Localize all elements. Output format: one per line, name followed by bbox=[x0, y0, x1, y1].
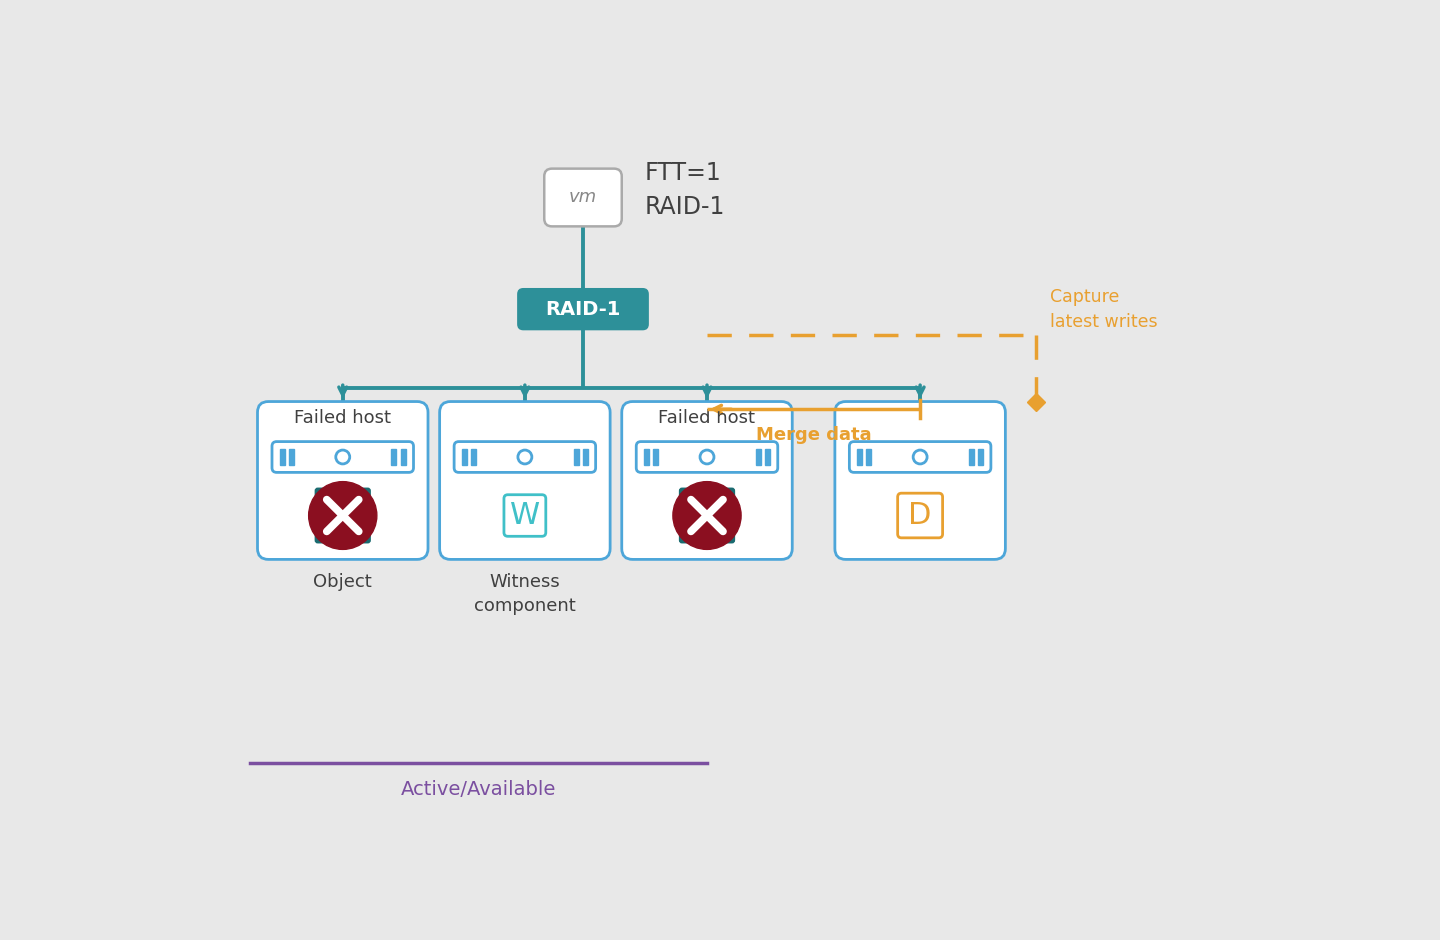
FancyBboxPatch shape bbox=[835, 401, 1005, 559]
Circle shape bbox=[308, 481, 377, 549]
Text: D: D bbox=[909, 501, 932, 530]
FancyBboxPatch shape bbox=[897, 494, 943, 538]
Bar bbox=[867, 449, 871, 464]
FancyBboxPatch shape bbox=[544, 168, 622, 227]
Text: FTT=1
RAID-1: FTT=1 RAID-1 bbox=[645, 161, 726, 218]
Text: Failed host: Failed host bbox=[658, 410, 756, 428]
Bar bbox=[400, 449, 406, 464]
Bar bbox=[654, 449, 658, 464]
Bar bbox=[765, 449, 770, 464]
Circle shape bbox=[672, 481, 742, 549]
Bar bbox=[392, 449, 396, 464]
Text: Active/Available: Active/Available bbox=[400, 780, 556, 799]
Text: Merge data: Merge data bbox=[756, 426, 871, 445]
Bar bbox=[471, 449, 477, 464]
Text: Capture
latest writes: Capture latest writes bbox=[1050, 289, 1158, 332]
FancyBboxPatch shape bbox=[454, 442, 596, 473]
Bar bbox=[583, 449, 588, 464]
Bar bbox=[279, 449, 285, 464]
FancyBboxPatch shape bbox=[517, 288, 649, 330]
Bar bbox=[969, 449, 973, 464]
FancyBboxPatch shape bbox=[678, 488, 736, 543]
FancyBboxPatch shape bbox=[504, 494, 546, 537]
Text: vm: vm bbox=[569, 189, 598, 207]
Text: RAID-1: RAID-1 bbox=[546, 300, 621, 319]
Text: Object: Object bbox=[314, 573, 372, 591]
FancyBboxPatch shape bbox=[636, 442, 778, 473]
Bar bbox=[978, 449, 984, 464]
FancyBboxPatch shape bbox=[850, 442, 991, 473]
Text: Failed host: Failed host bbox=[294, 410, 392, 428]
FancyBboxPatch shape bbox=[622, 401, 792, 559]
Bar bbox=[756, 449, 760, 464]
FancyBboxPatch shape bbox=[439, 401, 611, 559]
Bar bbox=[462, 449, 467, 464]
Text: Witness
component: Witness component bbox=[474, 573, 576, 615]
FancyBboxPatch shape bbox=[258, 401, 428, 559]
Text: W: W bbox=[510, 501, 540, 530]
Bar bbox=[857, 449, 863, 464]
FancyBboxPatch shape bbox=[314, 488, 372, 543]
Bar bbox=[289, 449, 294, 464]
Bar bbox=[644, 449, 649, 464]
Bar bbox=[573, 449, 579, 464]
FancyBboxPatch shape bbox=[272, 442, 413, 473]
